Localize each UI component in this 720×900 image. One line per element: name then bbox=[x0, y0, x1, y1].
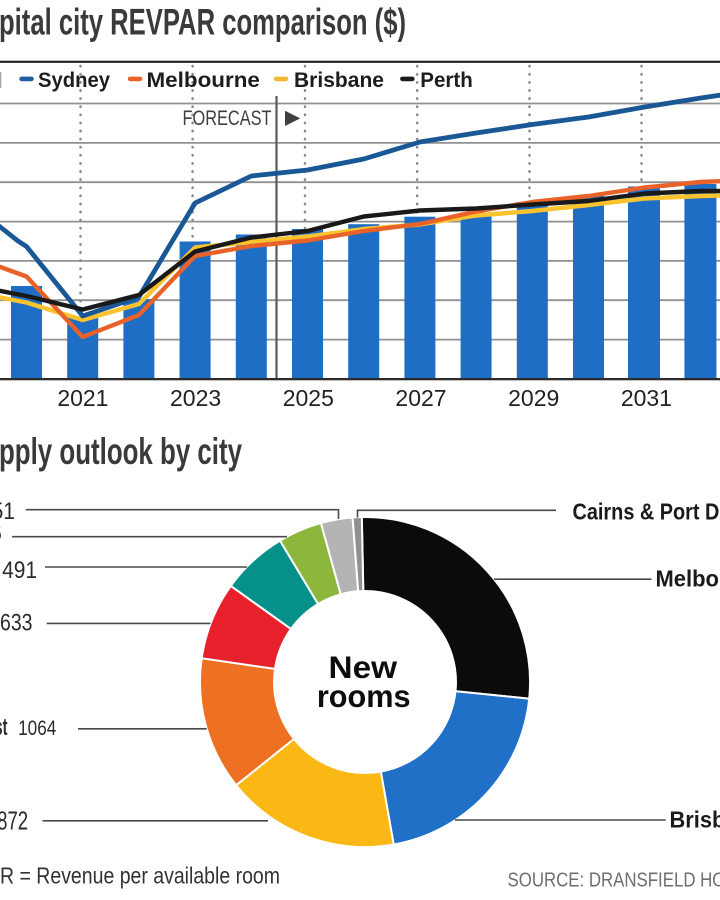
svg-text:st: st bbox=[0, 714, 8, 741]
svg-text:872: 872 bbox=[0, 808, 28, 836]
svg-text:6: 6 bbox=[0, 520, 2, 547]
svg-text:2025: 2025 bbox=[283, 385, 334, 411]
svg-text:Brisbane: Brisbane bbox=[670, 807, 720, 833]
svg-text:51: 51 bbox=[0, 498, 15, 525]
svg-text:2031: 2031 bbox=[621, 385, 672, 411]
svg-text:2023: 2023 bbox=[170, 385, 221, 411]
svg-text:rooms: rooms bbox=[317, 678, 411, 714]
svg-text:Brisbane: Brisbane bbox=[294, 68, 384, 92]
svg-text:SOURCE: DRANSFIELD HOTELS: SOURCE: DRANSFIELD HOTELS bbox=[508, 870, 720, 892]
svg-text:491: 491 bbox=[2, 557, 37, 584]
svg-text:2021: 2021 bbox=[57, 385, 108, 411]
svg-text:New: New bbox=[329, 649, 398, 685]
svg-text:pply outlook by city: pply outlook by city bbox=[0, 431, 242, 472]
svg-text:1064: 1064 bbox=[18, 717, 56, 740]
svg-text:2027: 2027 bbox=[395, 385, 446, 411]
svg-text:pital city REVPAR comparison (: pital city REVPAR comparison ($) bbox=[0, 1, 406, 42]
svg-text:Melbourne: Melbourne bbox=[656, 566, 720, 592]
svg-text:R = Revenue per available room: R = Revenue per available room bbox=[0, 863, 280, 889]
svg-text:Sydney: Sydney bbox=[38, 68, 110, 92]
svg-text:2029: 2029 bbox=[508, 385, 559, 411]
svg-text:633: 633 bbox=[0, 610, 33, 637]
svg-text:Perth: Perth bbox=[420, 68, 473, 92]
svg-text:Cairns & Port Douglas: Cairns & Port Douglas bbox=[573, 499, 720, 525]
svg-text:Melbourne: Melbourne bbox=[147, 68, 260, 92]
svg-text:FORECAST: FORECAST bbox=[183, 107, 272, 130]
